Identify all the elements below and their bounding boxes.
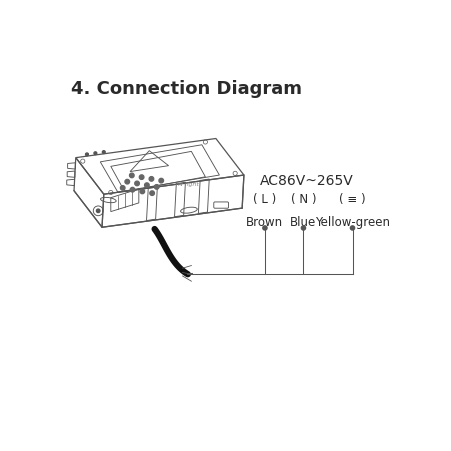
Text: 4. Connection Diagram: 4. Connection Diagram bbox=[70, 80, 301, 98]
Text: ( ≡ ): ( ≡ ) bbox=[338, 192, 365, 205]
Circle shape bbox=[262, 226, 267, 230]
Text: Yellow-green: Yellow-green bbox=[314, 216, 389, 229]
Circle shape bbox=[96, 210, 100, 213]
Circle shape bbox=[102, 152, 105, 154]
Circle shape bbox=[350, 226, 354, 230]
Text: ( N ): ( N ) bbox=[290, 192, 316, 205]
Circle shape bbox=[129, 174, 134, 178]
Circle shape bbox=[94, 152, 97, 155]
Circle shape bbox=[140, 190, 144, 194]
Text: ( L ): ( L ) bbox=[253, 192, 276, 205]
Text: AC86V~265V: AC86V~265V bbox=[259, 174, 353, 188]
Text: Blue: Blue bbox=[290, 216, 316, 229]
Circle shape bbox=[130, 188, 134, 193]
Circle shape bbox=[149, 177, 153, 182]
Circle shape bbox=[154, 185, 159, 190]
Circle shape bbox=[134, 182, 139, 186]
Circle shape bbox=[85, 154, 88, 156]
Circle shape bbox=[120, 186, 125, 191]
Circle shape bbox=[139, 175, 143, 180]
Circle shape bbox=[159, 179, 163, 184]
Circle shape bbox=[301, 226, 305, 230]
Circle shape bbox=[144, 184, 149, 188]
Circle shape bbox=[125, 180, 129, 184]
Text: Brown: Brown bbox=[246, 216, 283, 229]
Text: mi·light: mi·light bbox=[175, 182, 199, 187]
Circle shape bbox=[150, 192, 154, 196]
